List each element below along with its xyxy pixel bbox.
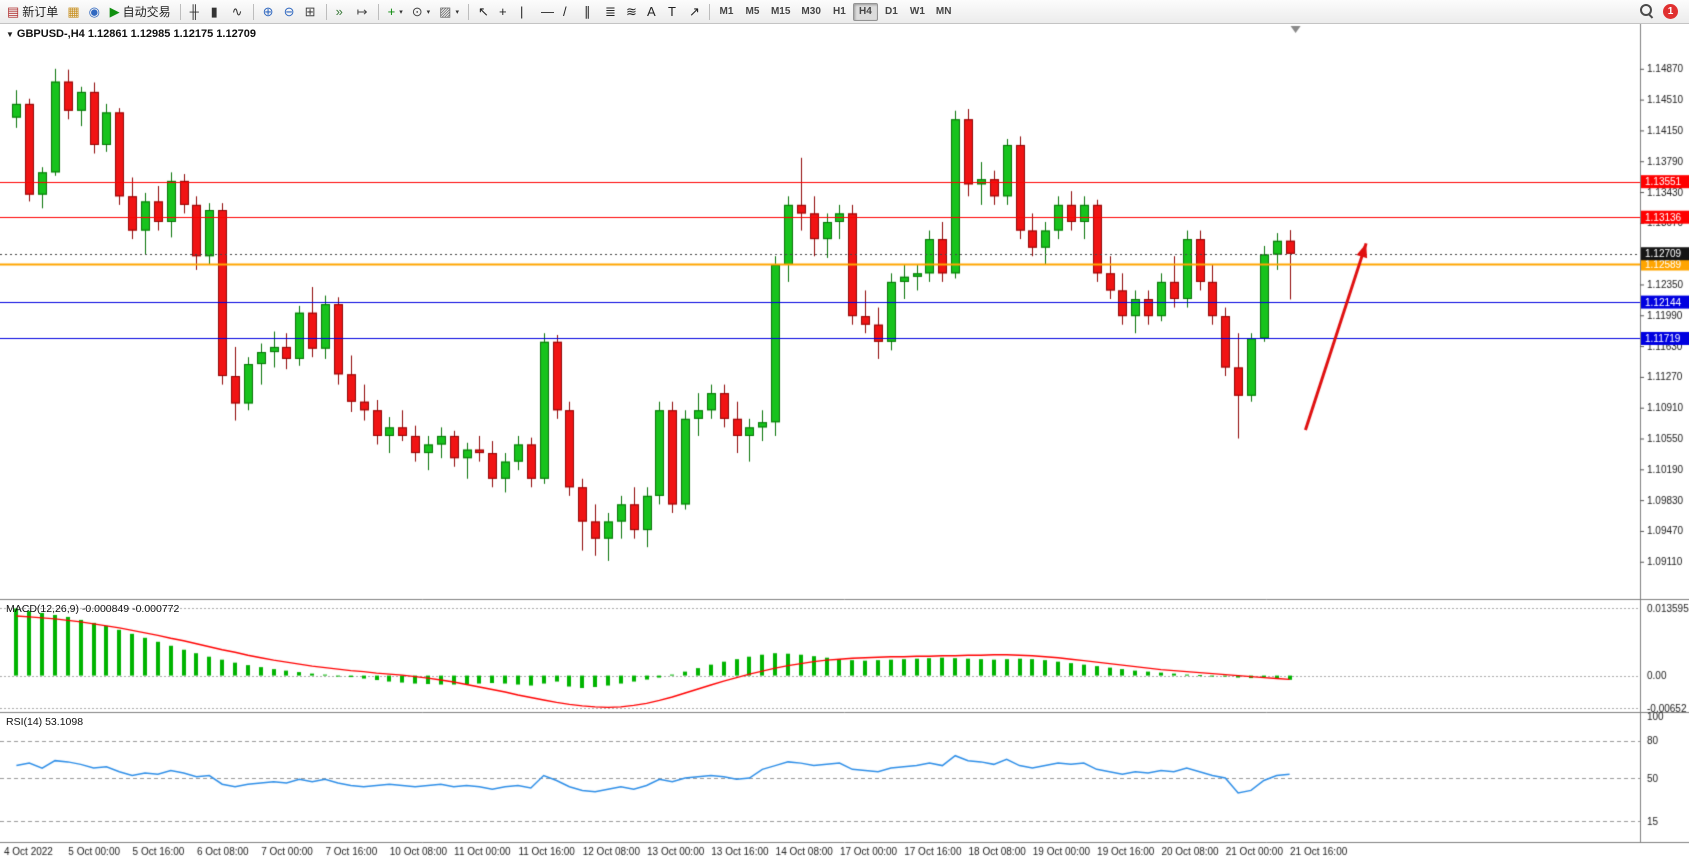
chart-window: ▼ GBPUSD-,H4 1.12861 1.12985 1.12175 1.1…: [0, 24, 1689, 860]
new-order-label: 新订单: [22, 5, 59, 19]
notification-badge[interactable]: 1: [1663, 4, 1678, 19]
channel-tool-button[interactable]: ∥: [580, 2, 600, 22]
market-watch-button[interactable]: ◉: [85, 2, 105, 22]
arrows-tool-icon: ↗: [688, 4, 700, 19]
period-selector-button[interactable]: ⊙ ▾: [408, 2, 434, 22]
chart-shift-button[interactable]: ↦: [353, 2, 373, 22]
tile-windows-button[interactable]: ⊞: [301, 2, 321, 22]
zoom-in-icon: ⊕: [262, 4, 274, 19]
horizontal-line-tool-button[interactable]: —: [537, 2, 558, 22]
line-chart-button[interactable]: ∿: [228, 2, 248, 22]
chart-template-icon: ▨: [439, 4, 452, 19]
fibonacci-tool-button[interactable]: ≣: [601, 2, 621, 22]
new-order-icon: ▤: [7, 4, 20, 19]
arrows-tool-button[interactable]: ↗: [685, 2, 705, 22]
toolbar-button-groups: ▤ 新订单 ▦ ◉ ▶ 自动交易 ╫ ▮ ∿ ⊕ ⊖ ⊞» ↦ + ▾ ⊙ ▾ ▨ ▾ ↖ + | — / ∥ ≣ ≋ A T ↗: [3, 2, 705, 22]
chart-title: ▼ GBPUSD-,H4 1.12861 1.12985 1.12175 1.1…: [6, 28, 256, 40]
toolbar-separator: [252, 3, 254, 20]
timeframe-m1-button[interactable]: M1: [714, 3, 739, 21]
rsi-indicator-label: RSI(14) 53.1098: [6, 716, 84, 728]
toolbar-separator: [708, 3, 710, 20]
search-symbol-button[interactable]: [1636, 2, 1656, 22]
timeframe-mn-button[interactable]: MN: [931, 3, 957, 21]
line-chart-icon: ∿: [231, 4, 243, 19]
label-tool-icon: T: [667, 4, 676, 19]
chart-window-icon: ▦: [67, 4, 80, 19]
macd-indicator-label: MACD(12,26,9) -0.000849 -0.000772: [6, 603, 180, 615]
timeframe-h1-button[interactable]: H1: [827, 3, 852, 21]
autotrading-label: 自动交易: [122, 5, 171, 19]
market-watch-icon: ◉: [88, 4, 100, 19]
period-selector-icon: ⊙: [411, 4, 423, 19]
timeframe-w1-button[interactable]: W1: [905, 3, 930, 21]
fibonacci-tool-icon: ≣: [604, 4, 616, 19]
chart-title-text: GBPUSD-,H4 1.12861 1.12985 1.12175 1.127…: [16, 28, 257, 40]
period-selector-caret-icon[interactable]: ▾: [426, 8, 431, 16]
tile-windows-icon: ⊞: [304, 4, 316, 19]
chart-shift-icon: ↦: [356, 4, 368, 19]
trendline-tool-icon: /: [562, 4, 567, 19]
trendline-tool-button[interactable]: /: [559, 2, 579, 22]
toolbar-separator: [377, 3, 379, 20]
auto-scroll-button[interactable]: »: [332, 2, 352, 22]
symbol-dropdown-icon[interactable]: ▼: [6, 29, 14, 39]
main-toolbar: ▤ 新订单 ▦ ◉ ▶ 自动交易 ╫ ▮ ∿ ⊕ ⊖ ⊞» ↦ + ▾ ⊙ ▾ ▨ ▾ ↖ + | — / ∥ ≣ ≋ A T ↗ M1 M…: [0, 0, 1689, 24]
new-order-button[interactable]: ▤ 新订单: [3, 2, 62, 22]
zoom-out-icon: ⊖: [283, 4, 295, 19]
grid-tool-icon: ≋: [625, 4, 637, 19]
timeframe-d1-button[interactable]: D1: [879, 3, 904, 21]
crosshair-tool-button[interactable]: +: [495, 2, 515, 22]
bars-chart-icon: ╫: [189, 4, 199, 19]
add-indicator-caret-icon[interactable]: ▾: [399, 8, 403, 16]
auto-scroll-icon: »: [335, 4, 343, 19]
vertical-line-tool-button[interactable]: |: [516, 2, 536, 22]
text-tool-icon: A: [646, 4, 656, 19]
channel-tool-icon: ∥: [583, 4, 591, 19]
add-indicator-icon: +: [387, 4, 396, 19]
toolbar-right-cluster: 1: [1636, 2, 1686, 22]
label-tool-button[interactable]: T: [664, 2, 684, 22]
price-chart-canvas[interactable]: [0, 24, 1689, 860]
autotrading-icon: ▶: [109, 4, 120, 19]
text-tool-button[interactable]: A: [643, 2, 663, 22]
toolbar-separator: [179, 3, 181, 20]
timeframe-m15-button[interactable]: M15: [766, 3, 795, 21]
crosshair-tool-icon: +: [498, 4, 507, 19]
horizontal-line-tool-icon: —: [540, 4, 554, 19]
zoom-in-button[interactable]: ⊕: [259, 2, 279, 22]
add-indicator-button[interactable]: + ▾: [384, 2, 407, 22]
bars-chart-button[interactable]: ╫: [186, 2, 206, 22]
chart-template-caret-icon[interactable]: ▾: [455, 8, 459, 16]
search-icon: [1639, 3, 1653, 17]
chart-template-button[interactable]: ▨ ▾: [435, 2, 463, 22]
autotrading-button[interactable]: ▶ 自动交易: [106, 2, 175, 22]
zoom-out-button[interactable]: ⊖: [280, 2, 300, 22]
timeframe-m30-button[interactable]: M30: [796, 3, 825, 21]
grid-tool-button[interactable]: ≋: [622, 2, 642, 22]
candlestick-chart-icon: ▮: [210, 4, 218, 19]
chart-window-button[interactable]: ▦: [63, 2, 83, 22]
timeframe-m5-button[interactable]: M5: [740, 3, 765, 21]
timeframe-h4-button[interactable]: H4: [852, 2, 878, 21]
toolbar-separator: [325, 3, 327, 20]
toolbar-separator: [467, 3, 469, 20]
vertical-line-tool-icon: |: [519, 4, 524, 19]
cursor-tool-icon: ↖: [477, 4, 489, 19]
candlestick-chart-button[interactable]: ▮: [207, 2, 227, 22]
cursor-tool-button[interactable]: ↖: [474, 2, 494, 22]
timeframe-toolbar: M1 M5 M15 M30 H1 H4 D1 W1 MN: [714, 2, 957, 21]
